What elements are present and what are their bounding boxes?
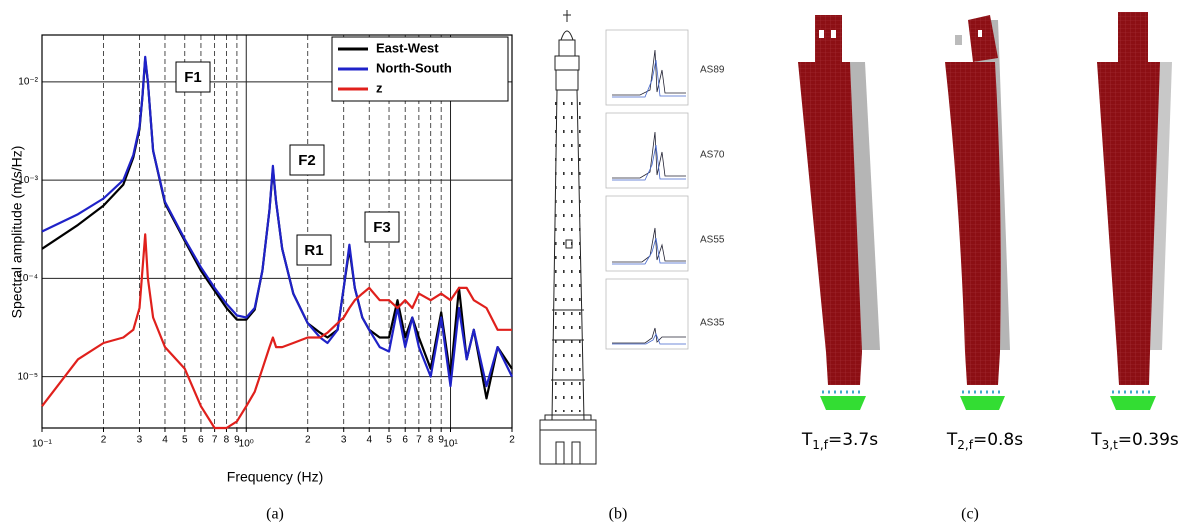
y-axis-label: Spectral amplitude (m/s/Hz) (9, 146, 25, 319)
x-tick-label: 8 (428, 435, 434, 446)
panel-label: (b) (609, 506, 628, 523)
x-tick-label: 3 (341, 435, 347, 446)
annotation-box (175, 61, 211, 93)
value: =0.8s (973, 430, 1023, 450)
sensor-label: AS55 (700, 235, 725, 246)
x-tick-label: 2 (101, 435, 107, 446)
panel-label: (c) (961, 506, 979, 523)
sensor-label: AS70 (700, 150, 725, 161)
x-tick-label: 10¹ (443, 439, 458, 450)
x-tick-label: 4 (366, 435, 372, 446)
x-tick-label: 3 (137, 435, 143, 446)
sensor-label: AS89 (700, 65, 725, 76)
value: =3.7s (828, 430, 878, 450)
symbol: T (946, 430, 958, 450)
subscript: 2,f (957, 438, 973, 452)
panel-label: (a) (266, 506, 284, 523)
annotation: F3 (373, 219, 391, 236)
legend-label: East-West (376, 40, 439, 55)
y-tick-label: 10⁻⁵ (17, 371, 38, 382)
subscript: 1,f (812, 438, 828, 452)
x-tick-label: 10⁻¹ (32, 439, 52, 450)
subscript: 3,t (1102, 438, 1118, 452)
tower-drawing (539, 10, 597, 465)
sensor-plots (605, 29, 689, 350)
x-tick-label: 8 (224, 435, 230, 446)
annotation: F1 (184, 69, 202, 86)
y-tick-label: 10⁻⁴ (17, 273, 38, 284)
series-line (41, 55, 513, 388)
series-line (41, 233, 512, 430)
mode-period: T1,f=3.7s (801, 430, 878, 452)
legend-label: z (376, 80, 383, 95)
sensor-label: AS35 (700, 318, 725, 329)
annotation-box (289, 144, 325, 176)
annotation-box (296, 234, 332, 266)
x-tick-label: 9 (438, 435, 444, 446)
mode-period: T3,t=0.39s (1090, 430, 1179, 452)
x-tick-label: 5 (182, 435, 188, 446)
y-tick-label: 10⁻³ (18, 175, 38, 186)
fe-models (798, 12, 1172, 410)
x-tick-label: 2 (509, 435, 515, 446)
x-tick-label: 7 (212, 435, 218, 446)
annotation: R1 (304, 242, 323, 259)
x-tick-label: 9 (234, 435, 240, 446)
symbol: T (801, 430, 813, 450)
x-axis-label: Frequency (Hz) (227, 469, 323, 485)
annotation-box (364, 211, 400, 243)
x-tick-label: 6 (402, 435, 408, 446)
x-tick-label: 6 (198, 435, 204, 446)
symbol: T (1090, 430, 1102, 450)
annotation: F2 (298, 152, 316, 169)
x-tick-label: 4 (162, 435, 168, 446)
x-tick-label: 5 (386, 435, 392, 446)
x-tick-label: 10⁰ (239, 439, 254, 450)
x-tick-label: 7 (416, 435, 422, 446)
x-tick-label: 2 (305, 435, 311, 446)
value: =0.39s (1118, 430, 1179, 450)
y-tick-label: 10⁻² (18, 77, 38, 88)
legend-label: North-South (376, 60, 452, 75)
mode-period: T2,f=0.8s (946, 430, 1023, 452)
